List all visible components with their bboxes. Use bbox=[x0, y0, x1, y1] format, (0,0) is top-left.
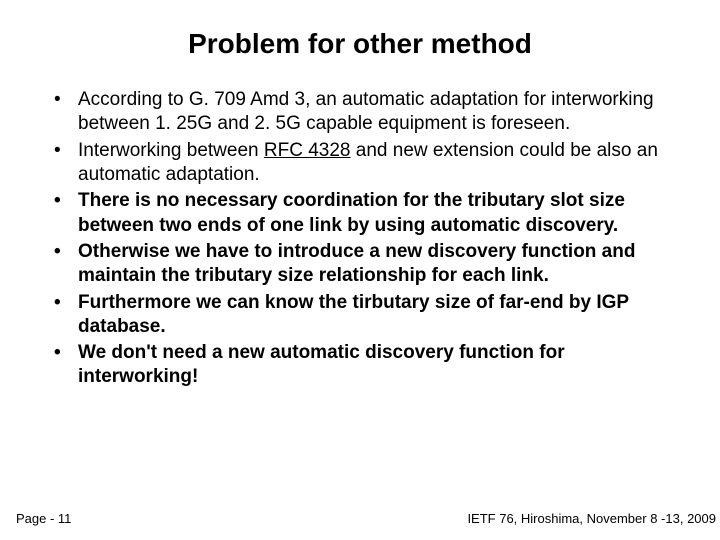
bullet-dot-icon: • bbox=[54, 88, 61, 112]
bullet-text: We don't need a new automatic discovery … bbox=[78, 342, 565, 387]
bullet-dot-icon: • bbox=[54, 291, 61, 315]
bullet-item: • According to G. 709 Amd 3, an automatic… bbox=[48, 88, 672, 137]
footer-event-info: IETF 76, Hiroshima, November 8 -13, 2009 bbox=[467, 511, 716, 526]
bullet-dot-icon: • bbox=[54, 240, 61, 264]
bullet-text: Interworking between RFC 4328 and new ex… bbox=[78, 140, 658, 185]
slide-content: • According to G. 709 Amd 3, an automatic… bbox=[48, 88, 672, 392]
bullet-text-pre: Interworking between bbox=[78, 140, 264, 161]
bullet-dot-icon: • bbox=[54, 189, 61, 213]
bullet-text-pre: According to G. 709 Amd 3, an automatic … bbox=[78, 89, 654, 134]
bullet-item: • We don't need a new automatic discovery… bbox=[48, 341, 672, 390]
slide: Problem for other method • According to G… bbox=[0, 0, 720, 540]
bullet-text-pre: There is no necessary coordination for t… bbox=[78, 190, 625, 235]
bullet-item: • There is no necessary coordination for … bbox=[48, 189, 672, 238]
bullet-text-pre: Otherwise we have to introduce a new dis… bbox=[78, 241, 635, 286]
bullet-dot-icon: • bbox=[54, 341, 61, 365]
bullet-text: Otherwise we have to introduce a new dis… bbox=[78, 241, 635, 286]
bullet-list: • According to G. 709 Amd 3, an automatic… bbox=[48, 88, 672, 390]
bullet-text: Furthermore we can know the tirbutary si… bbox=[78, 292, 629, 337]
bullet-text-pre: Furthermore we can know the tirbutary si… bbox=[78, 292, 629, 337]
bullet-text: There is no necessary coordination for t… bbox=[78, 190, 625, 235]
bullet-text-pre: We don't need a new automatic discovery … bbox=[78, 342, 565, 387]
rfc-link[interactable]: RFC 4328 bbox=[264, 140, 351, 161]
bullet-item: • Interworking between RFC 4328 and new e… bbox=[48, 139, 672, 188]
slide-title: Problem for other method bbox=[0, 28, 720, 60]
bullet-dot-icon: • bbox=[54, 139, 61, 163]
bullet-item: • Furthermore we can know the tirbutary s… bbox=[48, 291, 672, 340]
bullet-text: According to G. 709 Amd 3, an automatic … bbox=[78, 89, 654, 134]
bullet-item: • Otherwise we have to introduce a new di… bbox=[48, 240, 672, 289]
footer-page-number: Page - 11 bbox=[16, 511, 71, 526]
